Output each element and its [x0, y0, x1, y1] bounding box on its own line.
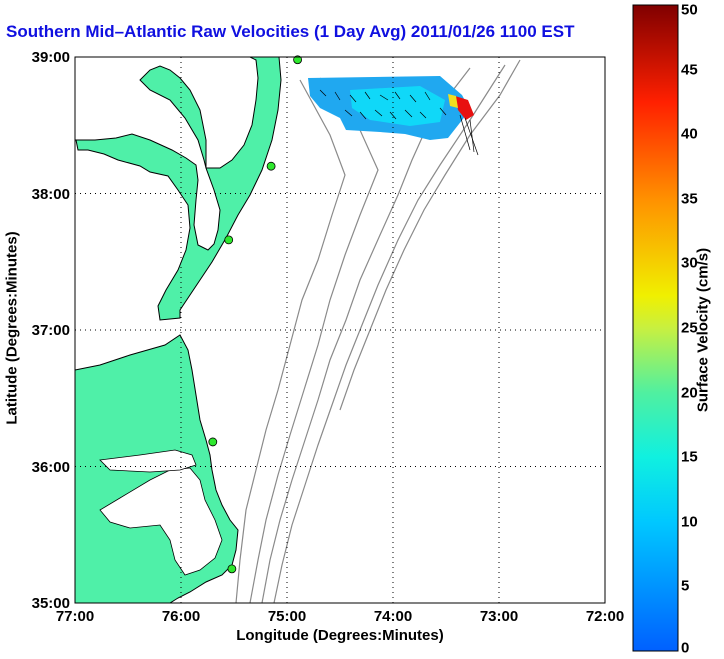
y-tick-label: 35:00 — [32, 595, 70, 612]
colorbar-tick-label: 45 — [681, 61, 698, 79]
x-tick-label: 72:00 — [586, 608, 624, 625]
grid-lines — [75, 57, 605, 603]
colorbar-tick-label: 50 — [681, 1, 698, 19]
bathymetry-contours — [235, 59, 521, 603]
colorbar-tick-label: 25 — [681, 319, 698, 337]
colorbar-tick-label: 0 — [681, 639, 690, 657]
x-tick-label: 73:00 — [480, 608, 518, 625]
colorbar-tick-label: 5 — [681, 577, 690, 595]
x-axis-label: Longitude (Degrees:Minutes) — [236, 627, 444, 644]
albemarle-sound — [99, 449, 197, 473]
radar-stations — [208, 55, 303, 574]
map-title: Southern Mid–Atlantic Raw Velocities (1 … — [6, 22, 575, 41]
radar-station-marker — [293, 55, 303, 65]
y-tick-label: 36:00 — [32, 459, 70, 476]
radar-station-marker — [208, 437, 218, 447]
pamlico-sound — [99, 467, 223, 576]
velocity-vectors — [319, 89, 479, 156]
x-tick-label: 74:00 — [374, 608, 412, 625]
colorbar-tick-label: 15 — [681, 448, 698, 466]
colorbar-label: Surface Velocity (cm/s) — [694, 247, 712, 413]
y-tick-label: 37:00 — [32, 322, 70, 339]
velocity-patch-warm — [448, 94, 458, 108]
radar-station-marker — [224, 235, 234, 245]
colorbar-tick-label: 20 — [681, 384, 698, 402]
radar-station-marker — [227, 564, 237, 574]
x-tick-label: 77:00 — [56, 608, 94, 625]
colorbar-tick-label: 40 — [681, 125, 698, 143]
colorbar-tick-label: 10 — [681, 513, 698, 531]
velocity-patch-cyan — [350, 86, 445, 126]
colorbar-tick-label: 30 — [681, 254, 698, 272]
radar-station-marker — [266, 161, 276, 171]
colorbar-tick-label: 35 — [681, 190, 698, 208]
y-tick-label: 38:00 — [32, 186, 70, 203]
y-axis-label: Latitude (Degrees:Minutes) — [3, 231, 21, 425]
x-axis: 77:00 76:00 75:00 74:00 73:00 72:00 Long… — [56, 608, 624, 644]
x-tick-label: 75:00 — [268, 608, 306, 625]
x-tick-label: 76:00 — [162, 608, 200, 625]
land-mass — [75, 57, 282, 321]
y-axis: 39:00 38:00 37:00 36:00 35:00 — [32, 49, 70, 612]
plot-frame — [74, 56, 606, 604]
velocity-field — [308, 76, 479, 156]
y-tick-label: 39:00 — [32, 49, 70, 66]
velocity-patch-hot — [455, 96, 474, 120]
colorbar — [632, 4, 679, 652]
